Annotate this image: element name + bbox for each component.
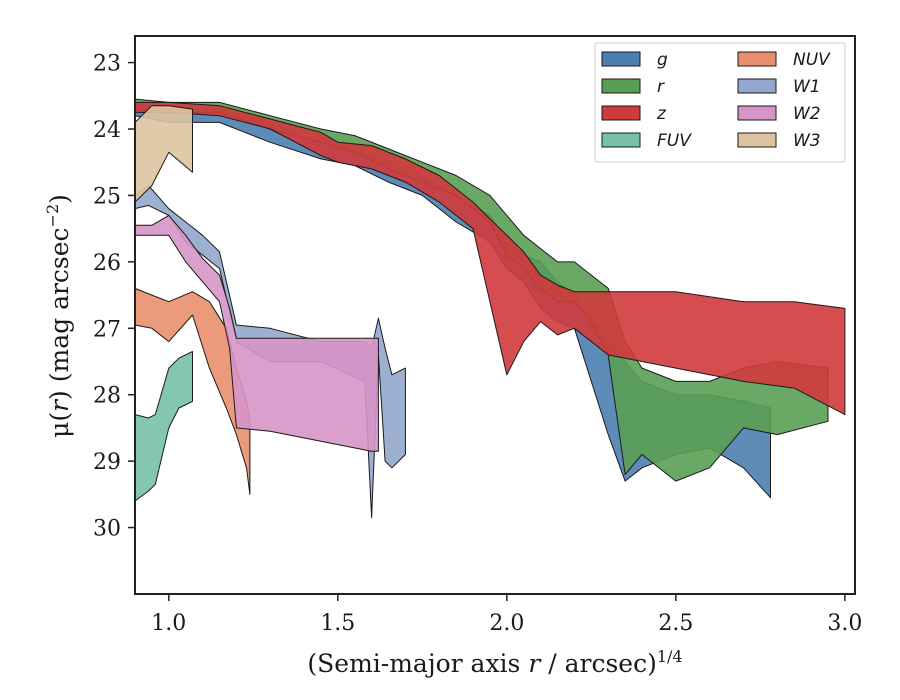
legend-label-z: z xyxy=(656,104,667,124)
x-tick-label: 1.0 xyxy=(151,611,186,636)
y-tick-label: 24 xyxy=(93,118,121,143)
x-axis-title: (Semi-major axis r / arcsec)1/4 xyxy=(307,647,682,678)
legend-label-w3: W3 xyxy=(793,131,821,151)
legend-swatch-w1 xyxy=(737,78,777,94)
band-w2 xyxy=(135,214,379,452)
legend-swatch-z xyxy=(601,105,641,121)
legend-swatch-w3 xyxy=(737,132,777,148)
x-tick-label: 2.5 xyxy=(658,611,693,636)
x-tick-label: 2.0 xyxy=(489,611,524,636)
band-nuv xyxy=(135,287,251,495)
legend-label-w1: W1 xyxy=(793,77,821,97)
legend-swatch-g xyxy=(601,51,641,67)
legend-swatch-r xyxy=(601,78,641,94)
y-axis: 23 24 25 26 27 28 29 30 xyxy=(93,52,135,542)
x-tick-label: 3.0 xyxy=(827,611,862,636)
legend-swatch-fuv xyxy=(601,132,641,148)
legend-label-nuv: NUV xyxy=(793,50,831,70)
legend-label-fuv: FUV xyxy=(657,131,692,151)
legend: grz FUV NUV W1 W2 W3 xyxy=(594,42,846,163)
y-tick-label: 26 xyxy=(93,251,121,276)
legend-label-w2: W2 xyxy=(793,104,821,124)
legend-box xyxy=(594,42,846,163)
legend-swatch-w2 xyxy=(737,105,777,121)
y-tick-label: 27 xyxy=(93,317,121,342)
legend-swatch-nuv xyxy=(737,51,777,67)
plot-frame xyxy=(134,35,856,595)
y-tick-label: 30 xyxy=(93,517,121,542)
y-tick-label: 25 xyxy=(93,184,121,209)
x-axis: 1.0 1.5 2.0 2.5 3.0 xyxy=(151,594,862,636)
band-layer xyxy=(135,98,846,519)
band-fuv xyxy=(135,351,193,502)
legend-label-r: r xyxy=(657,77,665,97)
y-tick-label: 28 xyxy=(93,384,121,409)
y-axis-title: μ(r) (mag arcsec−2) xyxy=(43,194,74,438)
band-z xyxy=(135,101,846,416)
x-tick-label: 1.5 xyxy=(320,611,355,636)
legend-label-g: g xyxy=(657,50,668,70)
band-w3 xyxy=(135,105,193,203)
y-tick-label: 23 xyxy=(93,52,121,77)
y-tick-label: 29 xyxy=(93,450,121,475)
